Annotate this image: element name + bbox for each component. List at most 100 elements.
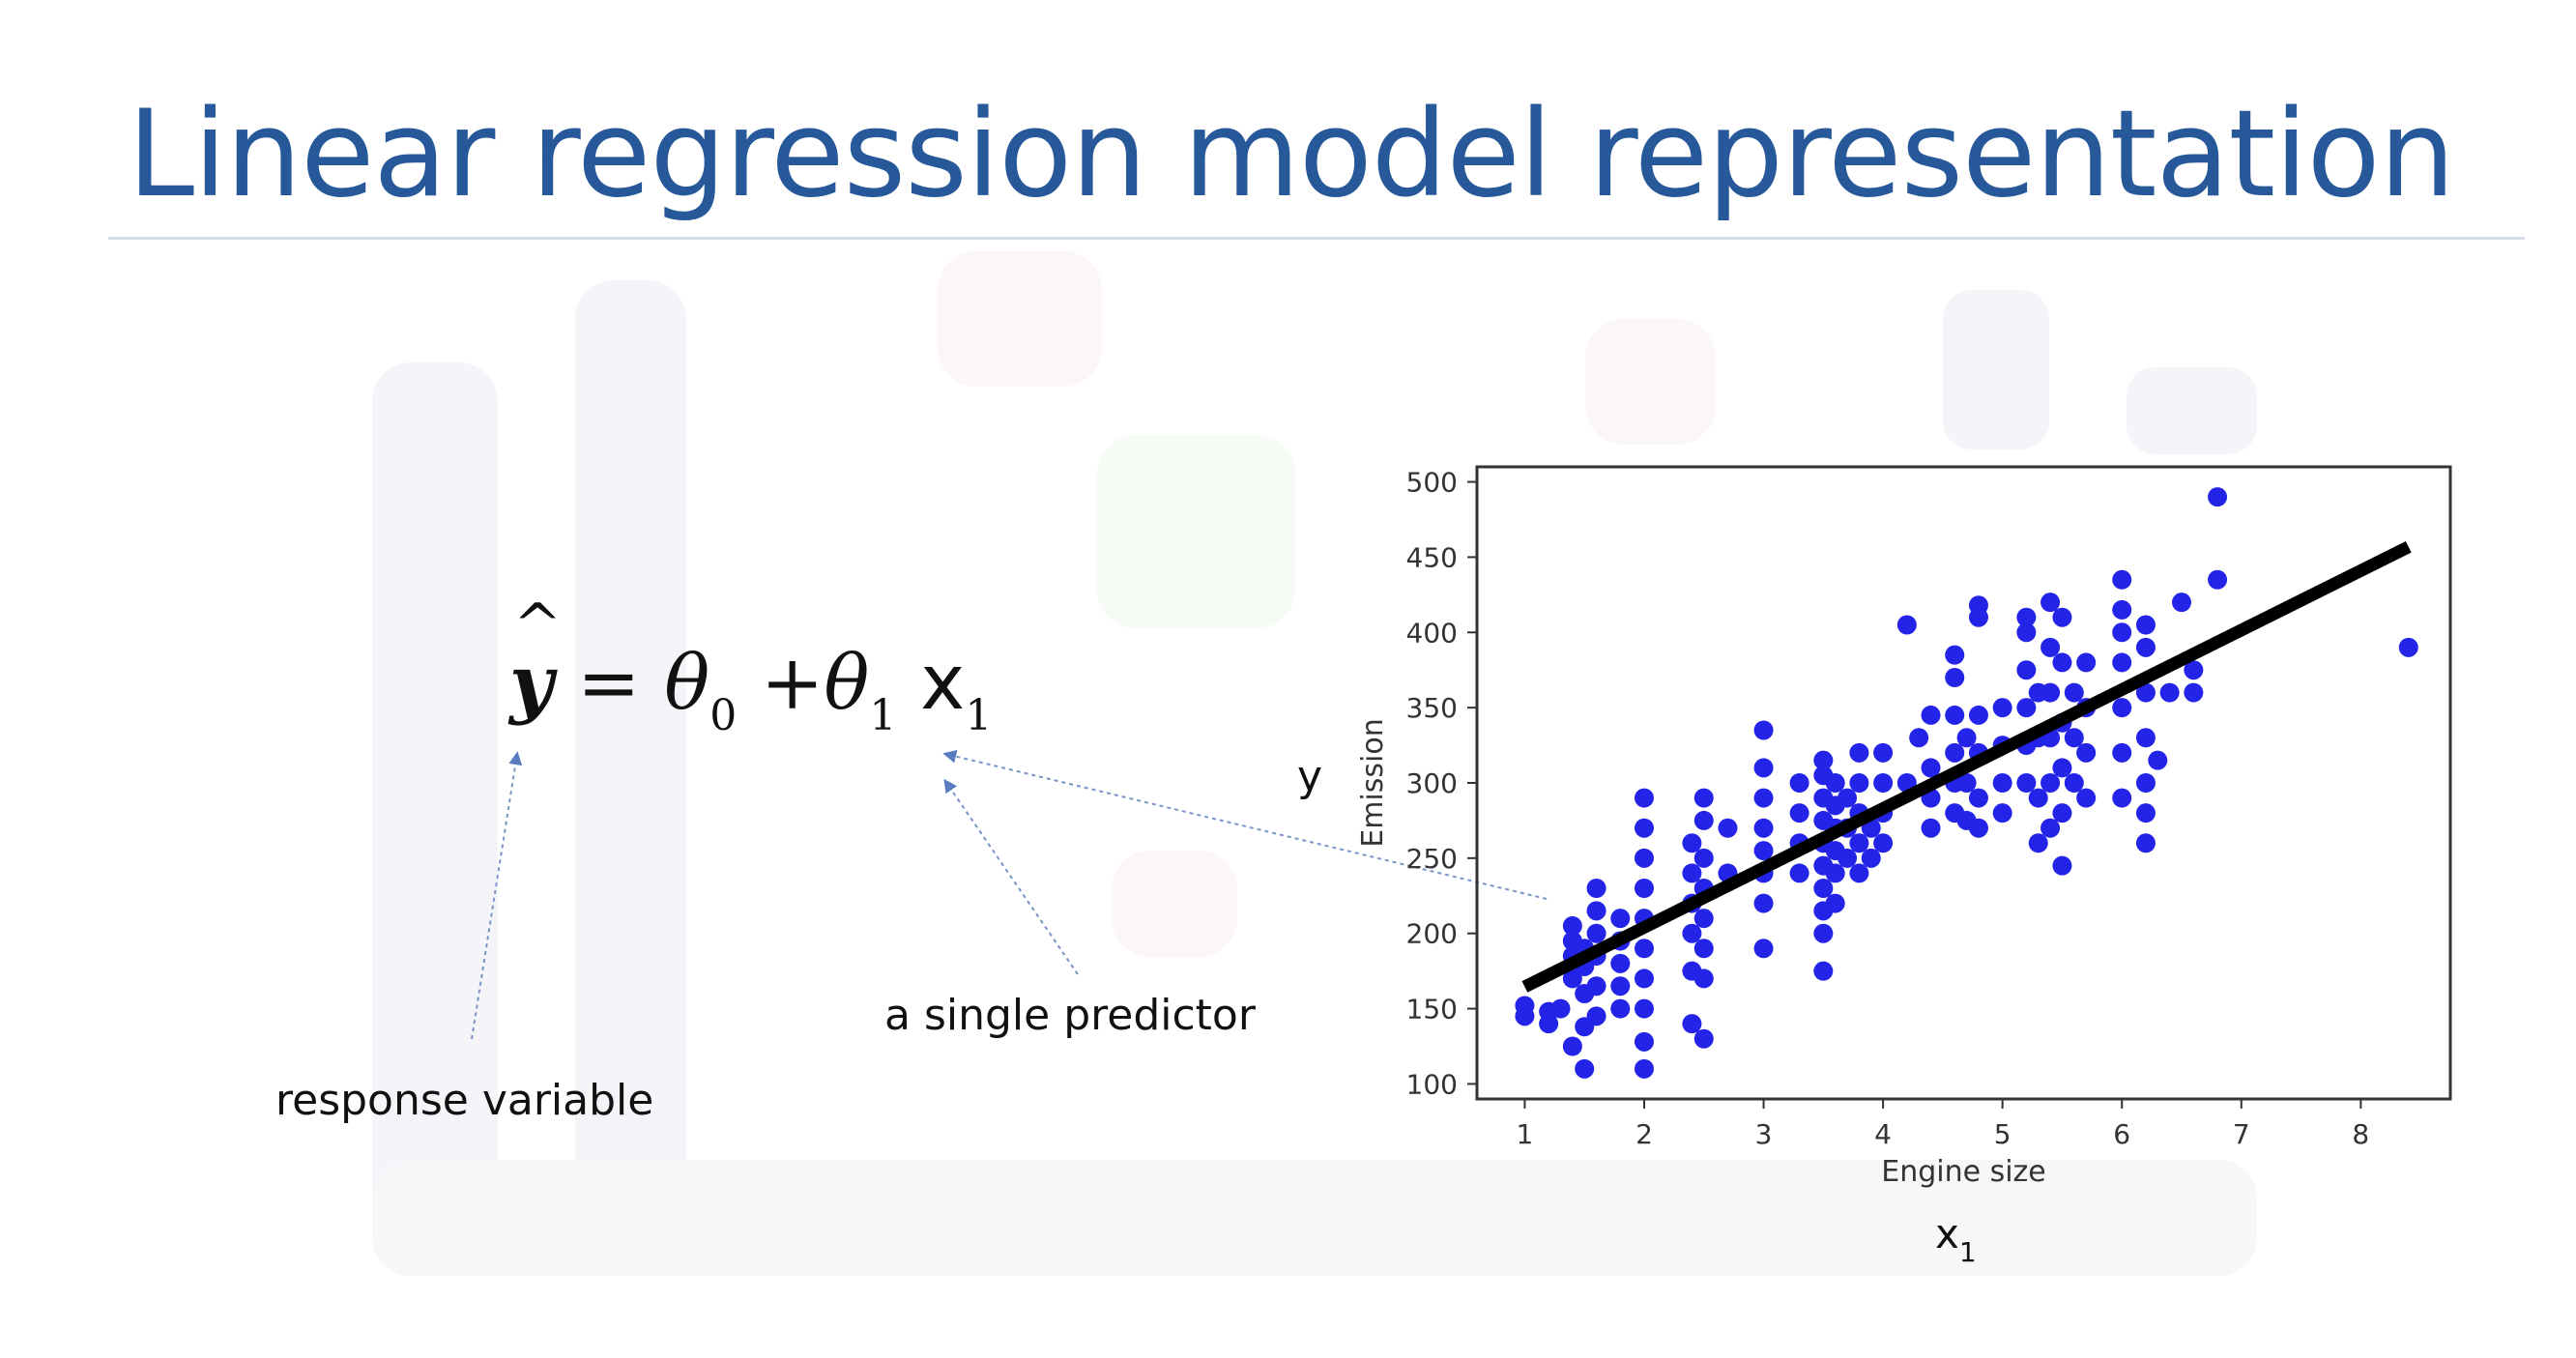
watermark-shape <box>372 362 498 1232</box>
data-point <box>2041 637 2061 657</box>
data-point <box>1861 848 1881 868</box>
data-point <box>2112 599 2132 620</box>
formula-y-hat: ^ y <box>509 596 562 727</box>
data-point <box>1849 773 1869 793</box>
data-point <box>1825 893 1845 913</box>
data-point <box>2135 833 2156 853</box>
data-point <box>2076 652 2097 673</box>
data-point <box>1693 1028 1714 1049</box>
data-point <box>1945 705 1965 725</box>
data-point <box>2159 682 2180 703</box>
x-axis-label: Engine size <box>1881 1155 2046 1189</box>
watermark-shape <box>372 1160 2257 1276</box>
data-point <box>1586 976 1606 997</box>
data-point <box>1992 803 2012 823</box>
data-point <box>1586 923 1606 943</box>
x-tick-label: 6 <box>2113 1118 2130 1150</box>
data-point <box>1909 728 1929 748</box>
data-point <box>2041 682 2061 703</box>
y-tick-label: 250 <box>1406 843 1458 875</box>
data-point <box>1873 773 1894 793</box>
data-point <box>1753 720 1774 740</box>
data-point <box>2064 773 2084 793</box>
data-point <box>1634 1031 1654 1052</box>
data-point <box>1753 841 1774 861</box>
data-point <box>1550 998 1571 1019</box>
y-axis-ticks: 100 150 200 250 300 350 400 450 500 <box>1406 467 1477 1100</box>
data-point <box>1634 879 1654 898</box>
data-point <box>2076 742 2097 763</box>
formula-x: x <box>920 640 966 727</box>
x-tick-label: 2 <box>1635 1118 1653 1150</box>
data-point <box>1562 968 1582 989</box>
data-point <box>1515 996 1535 1016</box>
data-point <box>1634 1058 1654 1079</box>
x-annotation-sub: 1 <box>1958 1236 1977 1268</box>
single-predictor-label: a single predictor <box>884 991 1256 1040</box>
data-point <box>1896 615 1917 635</box>
data-point <box>1634 818 1654 838</box>
data-point <box>2135 682 2156 703</box>
data-point <box>1813 923 1834 943</box>
data-point <box>1968 595 1988 616</box>
data-point <box>2184 682 2204 703</box>
data-point <box>1968 818 1988 838</box>
data-point <box>1562 915 1582 936</box>
data-point <box>1873 742 1894 763</box>
slide-title: Linear regression model representation <box>128 85 2455 224</box>
regression-fit-line <box>1521 541 2412 993</box>
data-point <box>2208 487 2228 507</box>
data-point <box>1849 742 1869 763</box>
data-point <box>1610 953 1631 973</box>
data-point <box>1849 833 1869 853</box>
data-point <box>1838 788 1858 808</box>
data-point <box>2135 615 2156 635</box>
data-point <box>1634 998 1654 1019</box>
data-point <box>1693 909 1714 929</box>
data-point <box>1753 788 1774 808</box>
data-point <box>1825 863 1845 883</box>
data-point <box>1813 750 1834 770</box>
formula-plus: + <box>761 640 825 727</box>
data-point <box>2052 803 2072 823</box>
data-point <box>1682 863 1702 883</box>
data-point <box>2112 652 2132 673</box>
data-point <box>2208 569 2228 590</box>
data-point <box>1586 879 1606 898</box>
x-tick-label: 1 <box>1517 1118 1534 1150</box>
y-axis-annotation: y <box>1297 752 1323 801</box>
data-point <box>2135 803 2156 823</box>
formula-theta-1: θ <box>824 640 870 727</box>
data-point <box>2041 592 2061 613</box>
x-annotation-letter: x <box>1935 1210 1959 1257</box>
data-point <box>1634 939 1654 959</box>
data-point <box>1562 1036 1582 1056</box>
formula-equals: = <box>577 640 641 727</box>
data-point <box>2052 758 2072 778</box>
data-point <box>1813 961 1834 981</box>
data-point <box>1682 833 1702 853</box>
watermark-shape <box>575 280 686 1266</box>
data-point <box>1682 923 1702 943</box>
data-point <box>2184 660 2204 680</box>
data-point <box>2112 569 2132 590</box>
watermark-shape <box>1112 851 1237 957</box>
regression-formula: ^ y = θ0 +θ1 x1 <box>509 596 992 737</box>
formula-response-symbol: y <box>509 639 554 727</box>
data-point <box>2064 682 2084 703</box>
data-point <box>1945 645 1965 665</box>
data-point <box>2064 728 2084 748</box>
data-point <box>1921 818 1941 838</box>
data-point <box>2171 592 2191 613</box>
y-tick-label: 450 <box>1406 541 1458 573</box>
data-point <box>1825 773 1845 793</box>
formula-sub-0: 0 <box>709 691 738 740</box>
data-point <box>1693 810 1714 830</box>
data-point <box>1945 668 1965 687</box>
data-point <box>2112 622 2132 643</box>
data-point <box>1753 818 1774 838</box>
data-point <box>1956 728 1977 748</box>
response-variable-label: response variable <box>275 1076 654 1125</box>
data-point <box>1634 848 1654 868</box>
